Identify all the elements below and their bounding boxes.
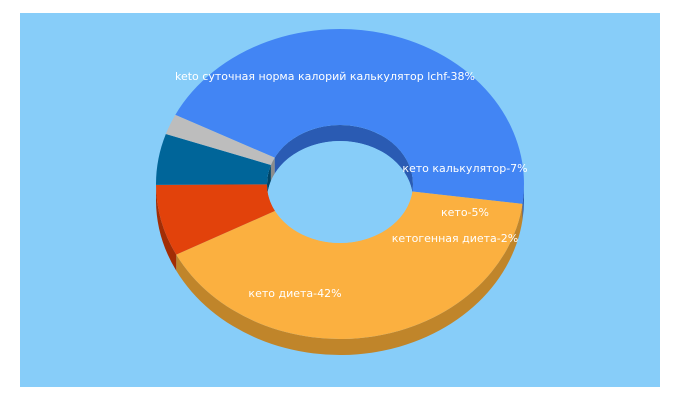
slice-кето-калькулятор xyxy=(156,184,276,255)
slice-tops xyxy=(156,29,524,340)
slice-label-кето-калькулятор: кето калькулятор-7% xyxy=(402,162,527,175)
slice-labels: кето диета-42% keto суточная норма калори… xyxy=(175,70,528,300)
slice-inner-wall-кетогенная-диета xyxy=(270,157,275,181)
slice-keto-суточная-норма-калорий-калькулятор-lchf xyxy=(176,191,523,340)
slice-side-keto-суточная-норма-калорий-калькулятор-lchf xyxy=(176,203,523,356)
slice-inner-wall-кето-диета xyxy=(274,125,413,200)
slice-кето-диета xyxy=(175,29,524,204)
slice-sides xyxy=(156,184,524,356)
slice-side-кето-калькулятор xyxy=(156,184,177,271)
slice-label-keto-суточная-норма-калорий-калькулятор-lchf: keto суточная норма калорий калькулятор … xyxy=(175,70,475,83)
donut-hole xyxy=(267,125,413,243)
donut-hole-floor xyxy=(267,141,413,243)
slice-label-кето-диета: кето диета-42% xyxy=(248,287,341,300)
slice-side-кето-диета xyxy=(522,184,524,220)
slice-label-кетогенная-диета: кетогенная диета-2% xyxy=(392,232,518,245)
slice-кето xyxy=(156,133,271,185)
slice-кетогенная-диета xyxy=(165,114,275,165)
slice-label-кето: кето-5% xyxy=(441,206,489,219)
slice-inner-wall-кето xyxy=(267,164,271,200)
